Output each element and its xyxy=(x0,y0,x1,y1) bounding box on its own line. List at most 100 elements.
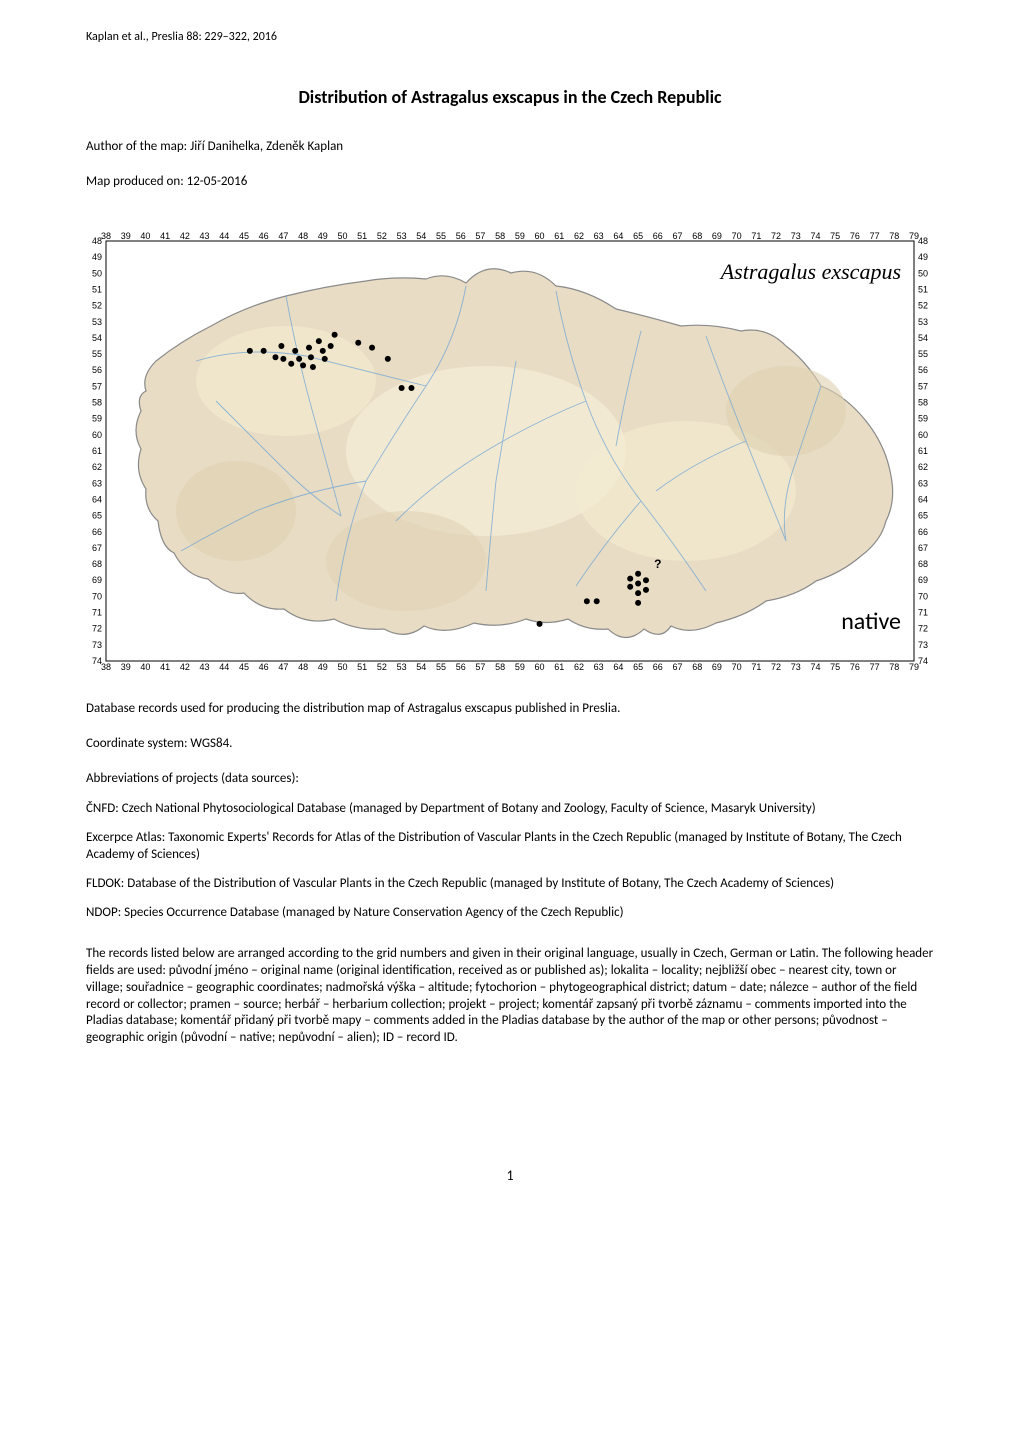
map-row-label: 60 xyxy=(918,430,928,440)
occurrence-point xyxy=(292,348,298,354)
map-row-label: 58 xyxy=(92,397,102,407)
map-col-label: 67 xyxy=(673,662,683,671)
map-col-label: 70 xyxy=(732,231,742,241)
map-row-label: 73 xyxy=(92,640,102,650)
map-row-label: 71 xyxy=(92,607,102,617)
occurrence-point xyxy=(328,343,334,349)
map-row-label: 56 xyxy=(92,365,102,375)
map-col-label: 72 xyxy=(771,662,781,671)
map-col-label: 56 xyxy=(456,662,466,671)
occurrence-point xyxy=(408,385,414,391)
map-col-label: 74 xyxy=(810,231,820,241)
records-paragraph: The records listed below are arranged ac… xyxy=(86,946,934,1047)
map-row-label: 49 xyxy=(918,252,928,262)
page-title: Distribution of Astragalus exscapus in t… xyxy=(86,86,934,109)
occurrence-point xyxy=(322,356,328,362)
map-row-label: 58 xyxy=(918,397,928,407)
occurrence-point xyxy=(272,354,278,360)
map-col-label: 59 xyxy=(515,662,525,671)
map-col-label: 74 xyxy=(810,662,820,671)
terrain-patch xyxy=(176,461,296,561)
map-row-label: 72 xyxy=(92,623,102,633)
abbrev-item: NDOP: Species Occurrence Database (manag… xyxy=(86,905,934,922)
map-col-label: 76 xyxy=(850,662,860,671)
date-line: Map produced on: 12-05-2016 xyxy=(86,174,934,191)
map-col-label: 58 xyxy=(495,231,505,241)
map-row-label: 67 xyxy=(92,543,102,553)
occurrence-point xyxy=(594,598,600,604)
occurrence-point xyxy=(537,621,543,627)
map-col-label: 62 xyxy=(574,662,584,671)
map-col-label: 50 xyxy=(337,231,347,241)
map-col-label: 57 xyxy=(475,231,485,241)
map-row-label: 62 xyxy=(918,462,928,472)
map-col-label: 46 xyxy=(259,231,269,241)
map-col-label: 63 xyxy=(594,231,604,241)
map-col-label: 77 xyxy=(870,231,880,241)
map-col-label: 68 xyxy=(692,662,702,671)
map-row-label: 61 xyxy=(918,446,928,456)
map-row-label: 54 xyxy=(92,333,102,343)
map-row-label: 48 xyxy=(918,236,928,246)
map-col-label: 41 xyxy=(160,662,170,671)
map-col-label: 43 xyxy=(200,231,210,241)
map-row-label: 62 xyxy=(92,462,102,472)
map-col-label: 45 xyxy=(239,231,249,241)
map-row-label: 67 xyxy=(918,543,928,553)
abbrev-item: Excerpce Atlas: Taxonomic Experts' Recor… xyxy=(86,830,934,864)
occurrence-point xyxy=(247,348,253,354)
map-col-labels-bottom: 3839404142434445464748495051525354555657… xyxy=(101,662,919,671)
map-col-label: 73 xyxy=(791,231,801,241)
map-svg: 3839404142434445464748495051525354555657… xyxy=(86,231,934,671)
map-col-label: 75 xyxy=(830,231,840,241)
map-row-label: 65 xyxy=(918,510,928,520)
map-col-label: 47 xyxy=(278,231,288,241)
map-row-label: 68 xyxy=(92,559,102,569)
occurrence-point xyxy=(280,356,286,362)
map-col-label: 53 xyxy=(397,231,407,241)
map-col-label: 73 xyxy=(791,662,801,671)
coord-system-line: Coordinate system: WGS84. xyxy=(86,736,934,753)
map-col-label: 39 xyxy=(121,662,131,671)
terrain-patch xyxy=(196,326,376,436)
map-col-label: 56 xyxy=(456,231,466,241)
map-row-label: 59 xyxy=(918,413,928,423)
map-row-label: 52 xyxy=(918,300,928,310)
map-col-label: 60 xyxy=(535,231,545,241)
terrain-patch xyxy=(326,511,486,611)
occurrence-point xyxy=(308,354,314,360)
map-row-label: 65 xyxy=(92,510,102,520)
map-row-label: 66 xyxy=(918,527,928,537)
occurrence-point xyxy=(261,348,267,354)
map-col-label: 53 xyxy=(397,662,407,671)
map-col-label: 72 xyxy=(771,231,781,241)
map-col-label: 51 xyxy=(357,662,367,671)
occurrence-point xyxy=(296,356,302,362)
map-col-label: 77 xyxy=(870,662,880,671)
map-col-label: 52 xyxy=(377,231,387,241)
map-row-label: 48 xyxy=(92,236,102,246)
map-col-label: 54 xyxy=(416,662,426,671)
map-col-label: 61 xyxy=(554,662,564,671)
map-row-label: 71 xyxy=(918,607,928,617)
map-species-label: Astragalus exscapus xyxy=(719,259,901,284)
distribution-map: 3839404142434445464748495051525354555657… xyxy=(86,231,934,671)
map-col-label: 51 xyxy=(357,231,367,241)
map-row-label: 52 xyxy=(92,300,102,310)
map-col-label: 69 xyxy=(712,231,722,241)
terrain-patch xyxy=(726,366,846,456)
map-row-label: 63 xyxy=(92,478,102,488)
occurrence-point xyxy=(635,580,641,586)
abbrev-item: ČNFD: Czech National Phytosociological D… xyxy=(86,801,934,818)
map-row-label: 74 xyxy=(92,656,102,666)
map-col-labels-top: 3839404142434445464748495051525354555657… xyxy=(101,231,919,241)
map-col-label: 54 xyxy=(416,231,426,241)
map-row-label: 70 xyxy=(92,591,102,601)
map-col-label: 78 xyxy=(889,231,899,241)
map-row-label: 69 xyxy=(918,575,928,585)
occurrence-point xyxy=(584,598,590,604)
map-col-label: 44 xyxy=(219,231,229,241)
occurrence-point xyxy=(399,385,405,391)
occurrence-point xyxy=(643,577,649,583)
page-number: 1 xyxy=(86,1167,934,1185)
